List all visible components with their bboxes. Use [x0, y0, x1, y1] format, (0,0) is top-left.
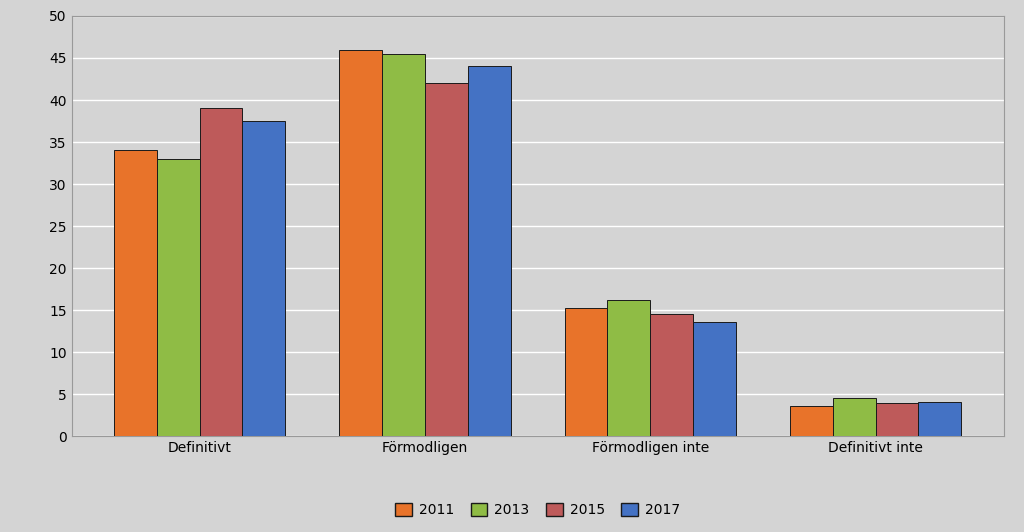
Bar: [876, 403, 919, 436]
Bar: [833, 397, 876, 436]
Bar: [382, 54, 425, 436]
Bar: [564, 309, 607, 436]
Bar: [607, 300, 650, 436]
Bar: [790, 406, 833, 436]
Bar: [693, 322, 736, 436]
Bar: [919, 402, 962, 436]
Bar: [157, 159, 200, 436]
Legend: 2011, 2013, 2015, 2017: 2011, 2013, 2015, 2017: [389, 498, 686, 523]
Bar: [200, 109, 243, 436]
Bar: [339, 49, 382, 436]
Bar: [468, 66, 511, 436]
Bar: [650, 314, 693, 436]
Bar: [425, 83, 468, 436]
Bar: [243, 121, 286, 436]
Bar: [114, 151, 157, 436]
